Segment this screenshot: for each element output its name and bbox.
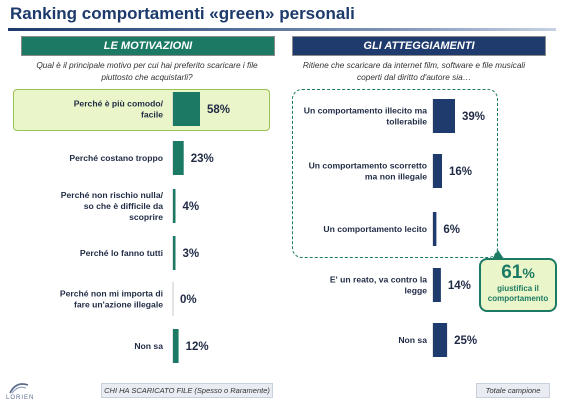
callout-value: 61% <box>481 262 555 284</box>
callout-tail <box>492 250 504 259</box>
category-label: Perché non rischio nulla/so che è diffic… <box>61 190 164 222</box>
footer-sample-right: Totale campione <box>476 383 550 398</box>
category-label: Perché non mi importa di fare un'azione i… <box>60 289 163 310</box>
callout-unit: % <box>522 265 535 281</box>
category-label-line: Un comportamento scorretto <box>309 161 427 171</box>
category-label: Perché costano troppo <box>69 153 163 163</box>
motivazioni-header: LE MOTIVAZIONI <box>21 36 275 56</box>
value-label: 39% <box>462 111 485 123</box>
category-label-line: Un comportamento illecito ma <box>304 106 427 116</box>
category-label: Un comportamento lecito <box>323 224 427 234</box>
category-label-line: ma non illegale <box>365 172 427 182</box>
callout-text: giustifica il comportamento <box>487 284 549 303</box>
lorien-logo-icon <box>9 383 29 394</box>
category-label-line: Perché non mi importa di <box>60 289 163 299</box>
category-label-line: Perché è più comodo/ <box>74 99 164 109</box>
category-label: Un comportamento illecito ma tollerabile <box>304 106 427 127</box>
category-label-line: Un comportamento lecito <box>323 224 427 234</box>
category-label: Non sa <box>398 335 427 345</box>
value-label: 6% <box>443 224 460 236</box>
bar <box>173 236 176 270</box>
value-label: 25% <box>454 335 477 347</box>
callout-number: 61 <box>501 262 523 283</box>
category-label: Non sa <box>134 341 163 351</box>
category-label-line: Perché lo fanno tutti <box>80 248 163 258</box>
footer-sample-left: CHI HA SCARICATO FILE (Spesso o Rarament… <box>101 383 273 398</box>
category-label-line: fare un'azione illegale <box>74 300 163 310</box>
atteggiamenti-question: Ritiene che scaricare da internet film, … <box>302 60 526 82</box>
category-label-line: facile <box>141 110 163 120</box>
justification-dashed-box <box>292 89 498 258</box>
category-label-line: legge <box>405 286 428 296</box>
category-label-line: tollerabile <box>386 117 427 127</box>
value-label: 14% <box>448 280 471 292</box>
value-label: 23% <box>191 153 214 165</box>
bar <box>173 329 179 363</box>
category-label: Un comportamento scorretto ma non illegal… <box>309 161 428 182</box>
motivazioni-question: Qual è il principale motivo per cui hai … <box>36 60 258 82</box>
bar <box>433 99 455 133</box>
category-label: Perché lo fanno tutti <box>80 248 163 258</box>
category-label-line: Perché non rischio nulla/ <box>61 190 164 200</box>
value-label: 3% <box>183 248 200 260</box>
value-label: 0% <box>180 294 197 306</box>
page-title: Ranking comportamenti «green» personali <box>10 4 355 23</box>
category-label-line: Non sa <box>134 341 163 351</box>
category-label-line: so che è difficile da <box>84 201 163 211</box>
bar <box>173 92 200 126</box>
logo-text: LORIEN <box>6 395 35 401</box>
category-label-line: Perché costano troppo <box>69 153 163 163</box>
category-label: Perché è più comodo/facile <box>74 99 164 120</box>
bar <box>433 268 441 302</box>
bar <box>173 189 176 223</box>
value-label: 4% <box>183 201 200 213</box>
bar <box>433 154 443 188</box>
category-label-line: Non sa <box>398 335 427 345</box>
bar <box>433 212 437 246</box>
category-label-line: scoprire <box>129 212 163 222</box>
category-label: E' un reato, va contro la legge <box>330 275 427 296</box>
bar <box>173 141 184 175</box>
title-underline <box>8 28 556 31</box>
justification-callout: 61% giustifica il comportamento <box>479 258 557 312</box>
value-label: 12% <box>186 341 209 353</box>
bar <box>433 323 448 357</box>
highlight-box <box>13 89 270 131</box>
atteggiamenti-header: GLI ATTEGGIAMENTI <box>292 36 546 56</box>
value-label: 16% <box>449 166 472 178</box>
value-label: 58% <box>207 104 230 116</box>
category-label-line: E' un reato, va contro la <box>330 275 427 285</box>
